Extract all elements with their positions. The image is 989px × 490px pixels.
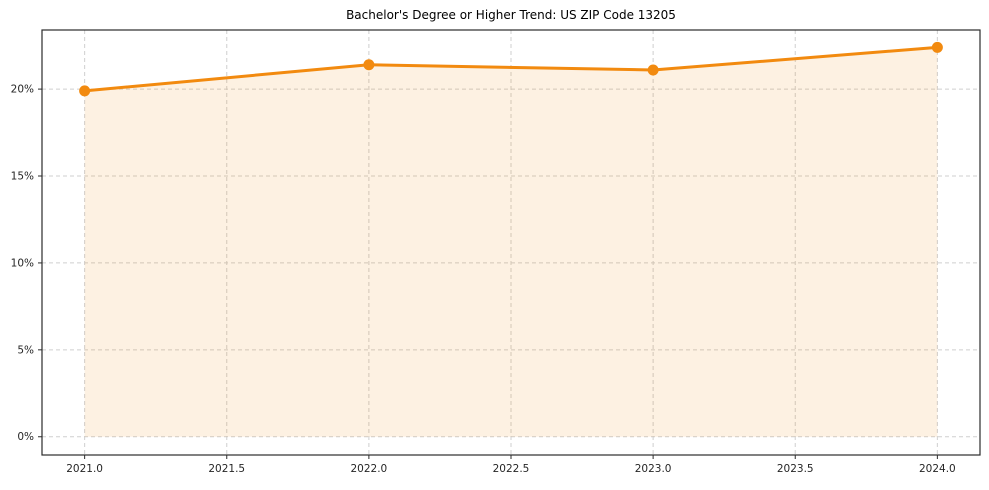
x-tick-label: 2023.0 [635, 463, 672, 475]
x-tick-label: 2021.5 [208, 463, 245, 475]
data-point [931, 41, 943, 53]
y-tick-label: 0% [17, 431, 34, 443]
y-tick-label: 15% [11, 171, 34, 183]
data-point [647, 64, 659, 76]
y-tick-label: 20% [11, 84, 34, 96]
y-tick-label: 5% [17, 344, 34, 356]
series-line [83, 45, 939, 93]
x-tick-label: 2021.0 [66, 463, 103, 475]
x-tick-label: 2022.5 [493, 463, 530, 475]
series-area-fill [84, 47, 938, 437]
data-point [79, 85, 91, 97]
data-point [363, 59, 375, 71]
chart-title: Bachelor's Degree or Higher Trend: US ZI… [346, 8, 676, 22]
y-tick-label: 10% [11, 257, 34, 269]
x-tick-label: 2024.0 [919, 463, 956, 475]
x-tick-label: 2023.5 [777, 463, 814, 475]
x-tick-label: 2022.0 [351, 463, 388, 475]
